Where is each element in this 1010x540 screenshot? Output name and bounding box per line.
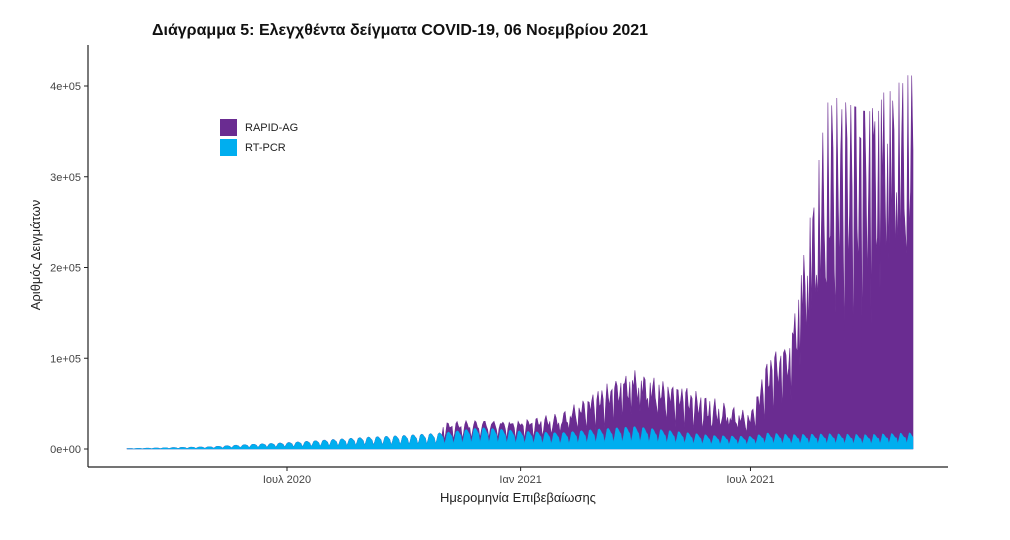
x-tick-label: Ιουλ 2021 — [726, 474, 774, 486]
x-axis-label: Ημερομηνία Επιβεβαίωσης — [440, 490, 596, 505]
y-tick-label: 4e+05 — [50, 81, 81, 93]
legend: RAPID-AG RT-PCR — [220, 119, 298, 156]
y-axis-label: Αριθμός Δειγμάτων — [28, 200, 43, 311]
x-tick-label: Ιουλ 2020 — [263, 474, 311, 486]
legend-swatch — [220, 119, 237, 136]
x-tick-label: Ιαν 2021 — [499, 474, 541, 486]
axes-layer: 0e+00 1e+05 2e+05 3e+05 4e+05 Ιουλ 2020 Ιαν 20… — [50, 45, 948, 486]
chart-title: Διάγραμμα 5: Ελεγχθέντα δείγματα COVID-1… — [152, 22, 649, 39]
rt-pcr-series — [126, 426, 914, 450]
legend-swatch — [220, 139, 237, 156]
bars-layer — [126, 75, 914, 450]
y-tick-label: 0e+00 — [50, 444, 81, 456]
legend-label: RT-PCR — [245, 142, 286, 154]
legend-label: RAPID-AG — [245, 122, 298, 134]
y-tick-label: 3e+05 — [50, 172, 81, 184]
y-tick-label: 1e+05 — [50, 353, 81, 365]
y-tick-label: 2e+05 — [50, 263, 81, 275]
